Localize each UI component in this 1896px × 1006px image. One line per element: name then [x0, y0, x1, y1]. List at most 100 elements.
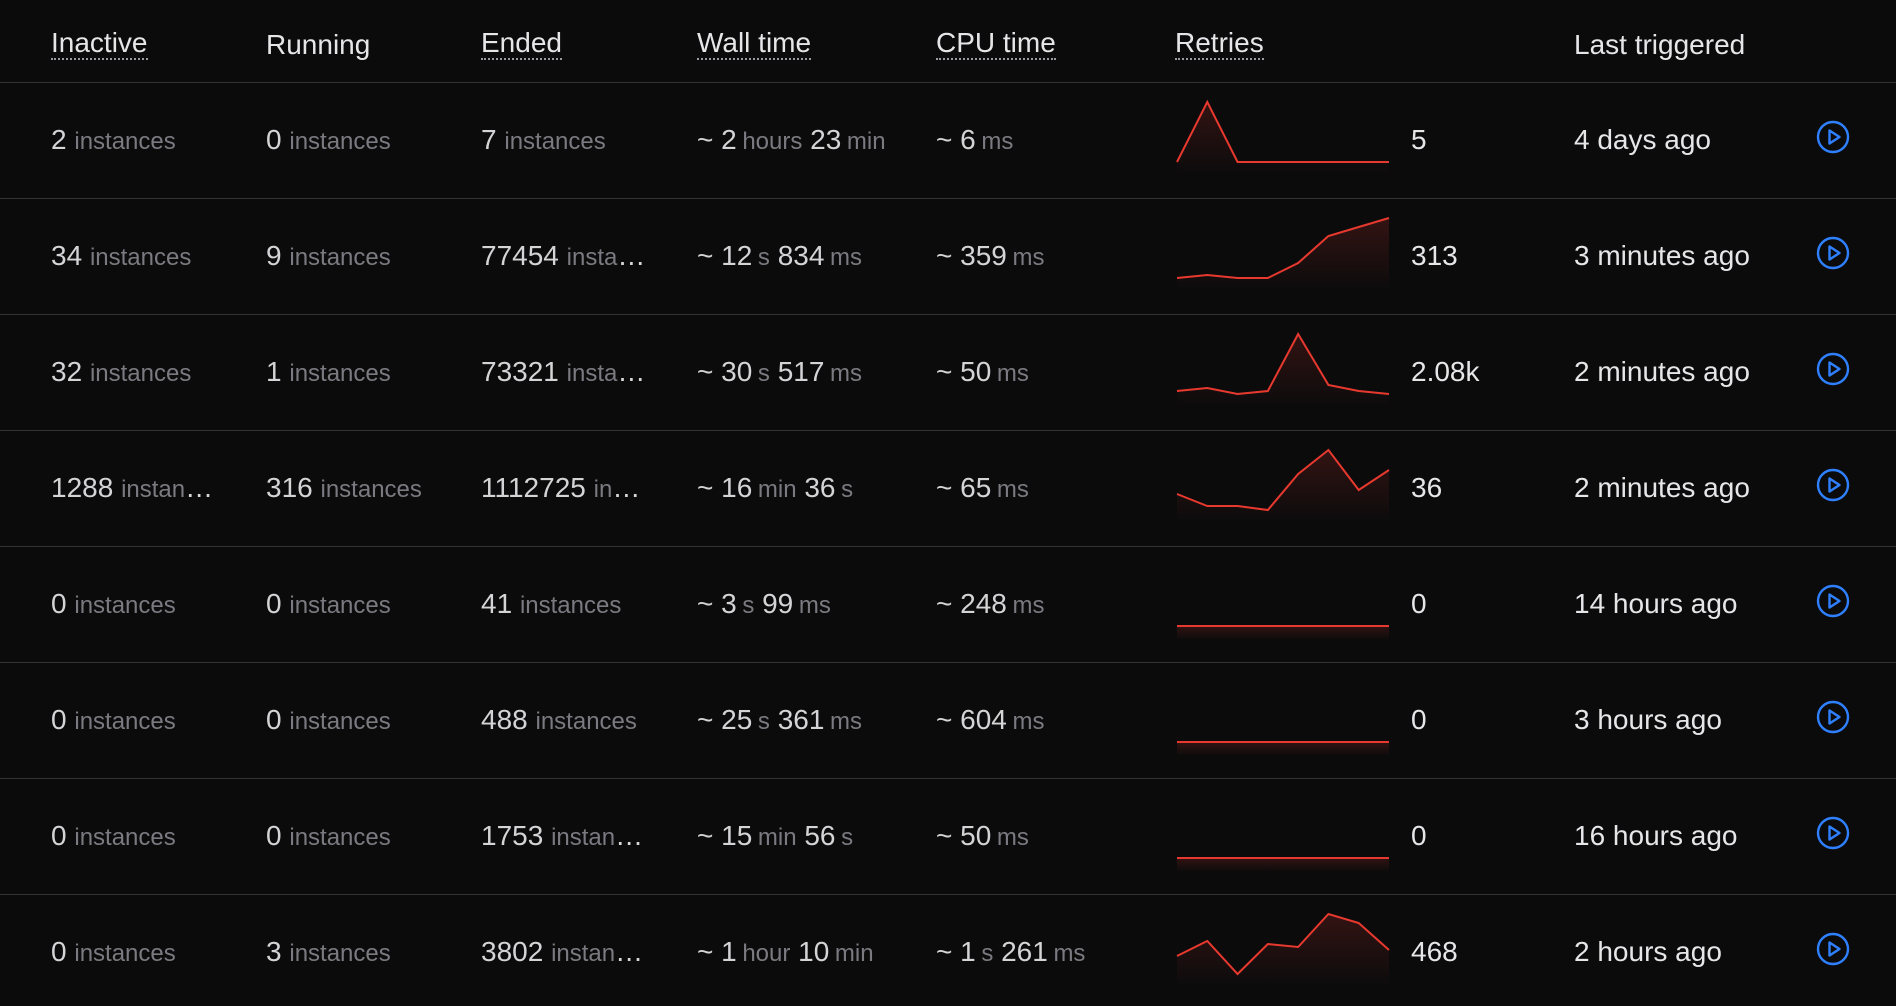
wall-time-cell: ~ 30 s 517 ms	[697, 354, 862, 392]
wall-time-cell: ~ 2 hours 23 min	[697, 122, 886, 160]
cpu-time-cell-approx: ~	[936, 704, 953, 735]
cpu-time-cell-value-b: 261	[1001, 936, 1048, 967]
ended-cell-count: 41	[481, 588, 513, 619]
wall-time-cell-approx: ~	[697, 472, 714, 503]
ended-cell: 1753 instances	[481, 818, 646, 856]
inactive-cell-count: 0	[51, 820, 67, 851]
play-circle-icon	[1816, 352, 1850, 386]
inactive-cell-count: 2	[51, 124, 67, 155]
column-header-running[interactable]: Running	[266, 29, 371, 60]
running-cell-unit: instances	[289, 360, 391, 387]
wall-time-cell: ~ 1 hour 10 min	[697, 934, 874, 972]
cpu-time-cell: ~ 359 ms	[936, 238, 1044, 276]
running-cell-unit: instances	[289, 940, 391, 967]
wall-time-cell-value-b: 517	[777, 356, 825, 387]
wall-time-cell-unit-b: ms	[798, 592, 831, 619]
retries-sparkline-area	[1177, 334, 1389, 408]
cpu-time-cell: ~ 248 ms	[936, 586, 1044, 624]
column-header-wall-time[interactable]: Wall time	[697, 27, 812, 60]
cpu-time-cell-unit-a: ms	[1012, 592, 1045, 619]
table-row[interactable]: 0 instances 0 instances 41 instances ~ 3 s …	[0, 546, 1896, 663]
wall-time-cell: ~ 15 min 56 s	[697, 818, 853, 856]
running-cell-count: 0	[266, 124, 282, 155]
running-cell: 0 instances	[266, 818, 391, 856]
table-row[interactable]: 2 instances 0 instances 7 instances ~ 2 hou…	[0, 82, 1896, 199]
last-triggered: 3 hours ago	[1574, 704, 1722, 735]
cpu-time-cell-value-a: 359	[960, 240, 1007, 271]
retries-count: 0	[1411, 704, 1427, 735]
inactive-cell-unit: instances	[74, 824, 176, 851]
trigger-button[interactable]	[1816, 584, 1850, 618]
cpu-time-cell-approx: ~	[936, 124, 953, 155]
running-cell-unit: instances	[289, 128, 391, 155]
trigger-button[interactable]	[1816, 700, 1850, 734]
column-header-last-triggered[interactable]: Last triggered	[1574, 29, 1746, 60]
running-cell-count: 316	[266, 472, 313, 503]
wall-time-cell-approx: ~	[697, 704, 714, 735]
retries-sparkline	[1177, 625, 1389, 640]
retries-sparkline-area	[1177, 218, 1389, 292]
trigger-button[interactable]	[1816, 236, 1850, 270]
wall-time-cell-value-a: 16	[721, 472, 753, 503]
cpu-time-cell: ~ 6 ms	[936, 122, 1013, 160]
column-header-ended[interactable]: Ended	[481, 27, 562, 60]
wall-time-cell-unit-a: s	[757, 708, 770, 735]
table-row[interactable]: 1288 instances 316 instances 1112725 insta…	[0, 430, 1896, 547]
running-cell-unit: instances	[289, 824, 391, 851]
column-header-retries[interactable]: Retries	[1175, 27, 1264, 60]
trigger-button[interactable]	[1816, 816, 1850, 850]
retries-count: 0	[1411, 820, 1427, 851]
last-triggered: 2 minutes ago	[1574, 472, 1750, 503]
wall-time-cell-value-a: 1	[721, 936, 737, 967]
retries-sparkline-line	[1176, 217, 1390, 279]
wall-time-cell-approx: ~	[697, 936, 714, 967]
retries-sparkline	[1176, 912, 1390, 988]
table-row[interactable]: 0 instances 3 instances 3802 instances ~ 1 …	[0, 894, 1896, 1006]
wall-time-cell-value-b: 834	[777, 240, 825, 271]
retries-sparkline-line	[1176, 448, 1390, 512]
cpu-time-cell-approx: ~	[936, 472, 953, 503]
retries-sparkline	[1176, 448, 1390, 524]
running-cell-unit: instances	[289, 708, 391, 735]
wall-time-cell-approx: ~	[697, 820, 714, 851]
retries-sparkline-area	[1177, 858, 1389, 872]
retries-sparkline-area	[1177, 914, 1389, 988]
running-cell: 3 instances	[266, 934, 391, 972]
ended-cell-unit: instances	[519, 592, 622, 619]
retries-sparkline	[1177, 741, 1389, 756]
wall-time-cell-approx: ~	[697, 356, 714, 387]
last-triggered: 14 hours ago	[1574, 588, 1738, 619]
trigger-button[interactable]	[1816, 468, 1850, 502]
retries-count: 468	[1411, 936, 1458, 967]
inactive-cell-unit: instances	[74, 708, 176, 735]
inactive-cell-unit: instances	[121, 476, 216, 503]
wall-time-cell-unit-a: min	[757, 476, 797, 503]
trigger-button[interactable]	[1816, 352, 1850, 386]
wall-time-cell-value-a: 12	[721, 240, 753, 271]
table-row[interactable]: 0 instances 0 instances 488 instances ~ 25 …	[0, 662, 1896, 779]
column-header-cpu-time[interactable]: CPU time	[936, 27, 1056, 60]
table-row[interactable]: 0 instances 0 instances 1753 instances ~ 15…	[0, 778, 1896, 895]
retries-sparkline-line	[1176, 912, 1390, 976]
retries-count: 0	[1411, 588, 1427, 619]
wall-time-cell-value-a: 15	[721, 820, 753, 851]
ended-cell-count: 1112725	[481, 472, 586, 503]
wall-time-cell-value-a: 30	[721, 356, 753, 387]
column-header-inactive[interactable]: Inactive	[51, 27, 148, 60]
retries-sparkline-line	[1176, 99, 1389, 163]
inactive-cell: 0 instances	[51, 934, 176, 972]
cpu-time-cell-unit-b: ms	[1053, 940, 1086, 967]
trigger-button[interactable]	[1816, 120, 1850, 154]
ended-cell: 488 instances	[481, 702, 637, 740]
inactive-cell-unit: instances	[74, 940, 176, 967]
ended-cell-count: 488	[481, 704, 528, 735]
inactive-cell-count: 0	[51, 588, 67, 619]
wall-time-cell-unit-a: s	[742, 592, 755, 619]
wall-time-cell-value-b: 36	[804, 472, 836, 503]
retries-sparkline	[1176, 99, 1389, 176]
running-cell: 9 instances	[266, 238, 391, 276]
trigger-button[interactable]	[1816, 932, 1850, 966]
ended-cell-unit: instances	[551, 824, 646, 851]
